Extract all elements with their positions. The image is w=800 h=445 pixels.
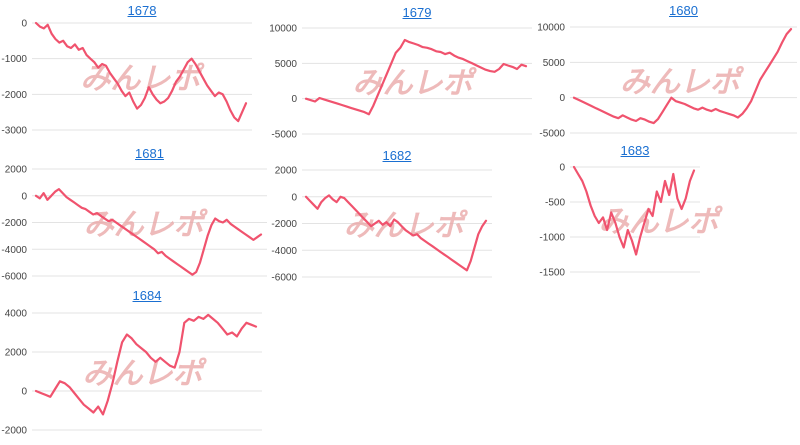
chart-title-link[interactable]: 1681 — [135, 146, 164, 161]
chart-panel-1681: 2000 0 -2000 -4000 -6000 みんレポ 1681 — [0, 145, 270, 283]
chart-panel-1679: 10000 5000 0 -5000 みんレポ 1679 — [264, 0, 532, 142]
y-tick-label: -6000 — [271, 273, 297, 284]
chart-panel-1680: 10000 5000 0 -5000 みんレポ 1680 — [532, 0, 800, 142]
y-tick-label: 0 — [559, 163, 565, 174]
y-tick-label: -1000 — [1, 54, 27, 65]
line-chart-svg: 10000 5000 0 -5000 みんレポ — [537, 23, 797, 140]
y-tick-label: -6000 — [1, 272, 27, 283]
line-chart-svg: 2000 0 -2000 -4000 -6000 みんレポ — [271, 166, 492, 284]
y-tick-label: 0 — [559, 93, 565, 104]
series-line — [304, 194, 488, 272]
line-chart-svg: 10000 5000 0 -5000 みんレポ — [269, 24, 532, 141]
y-tick-label: 0 — [21, 19, 27, 30]
y-tick-label: -500 — [545, 198, 565, 209]
watermark-logo: みんレポ — [83, 357, 208, 392]
y-tick-label: -2000 — [1, 426, 27, 437]
watermark-logo: みんレポ — [344, 209, 469, 244]
watermark-logo: みんレポ — [599, 205, 724, 240]
y-tick-label: 0 — [291, 192, 297, 203]
series-line — [304, 38, 528, 116]
chart-panel-1678: 0 -1000 -2000 -3000 みんレポ 1678 — [0, 0, 262, 142]
watermark-logo: みんレポ — [84, 208, 209, 243]
watermark-logo: みんレポ — [620, 65, 745, 100]
y-tick-label: -1000 — [539, 233, 565, 244]
chart-title-link[interactable]: 1680 — [669, 3, 698, 18]
y-tick-label: 10000 — [269, 24, 297, 35]
chart-title-link[interactable]: 1679 — [402, 5, 432, 20]
series-line — [34, 21, 248, 123]
y-tick-label: -3000 — [1, 126, 27, 137]
series-line — [34, 313, 258, 416]
y-tick-label: 5000 — [543, 58, 566, 69]
y-tick-label: -2000 — [271, 219, 297, 230]
y-tick-label: 2000 — [5, 348, 28, 359]
y-tick-label: 2000 — [275, 166, 298, 177]
chart-title-link[interactable]: 1684 — [132, 288, 162, 303]
line-chart-svg: 2000 0 -2000 -4000 -6000 みんレポ — [1, 165, 267, 283]
y-tick-label: 5000 — [275, 59, 298, 70]
chart-panel-1684: 4000 2000 0 -2000 みんレポ 1684 — [0, 288, 290, 445]
series-line — [572, 28, 793, 125]
series-line — [34, 187, 263, 276]
y-tick-label: -1500 — [539, 268, 565, 279]
y-tick-label: -2000 — [1, 90, 27, 101]
y-tick-label: -5000 — [271, 130, 297, 141]
y-tick-label: -4000 — [1, 245, 27, 256]
y-tick-label: 2000 — [5, 165, 28, 176]
y-tick-label: 0 — [21, 387, 27, 398]
chart-panel-1682: 2000 0 -2000 -4000 -6000 みんレポ 1682 — [270, 145, 538, 283]
chart-title-link[interactable]: 1682 — [382, 148, 412, 163]
chart-panel-1683: 0 -500 -1000 -1500 みんレポ 1683 — [532, 143, 800, 283]
y-tick-label: -5000 — [539, 129, 565, 140]
y-tick-label: 4000 — [5, 309, 28, 320]
y-tick-label: 10000 — [537, 23, 565, 34]
line-chart-svg: 0 -500 -1000 -1500 みんレポ — [539, 163, 724, 279]
y-tick-label: 0 — [21, 191, 27, 202]
y-tick-label: 0 — [291, 94, 297, 105]
line-chart-svg: 4000 2000 0 -2000 みんレポ — [1, 309, 262, 437]
series-line — [572, 165, 696, 256]
chart-title-link[interactable]: 1683 — [620, 143, 650, 158]
y-tick-label: -4000 — [271, 246, 297, 257]
y-tick-label: -2000 — [1, 218, 27, 229]
chart-title-link[interactable]: 1678 — [127, 3, 157, 18]
watermark-logo: みんレポ — [353, 66, 478, 101]
